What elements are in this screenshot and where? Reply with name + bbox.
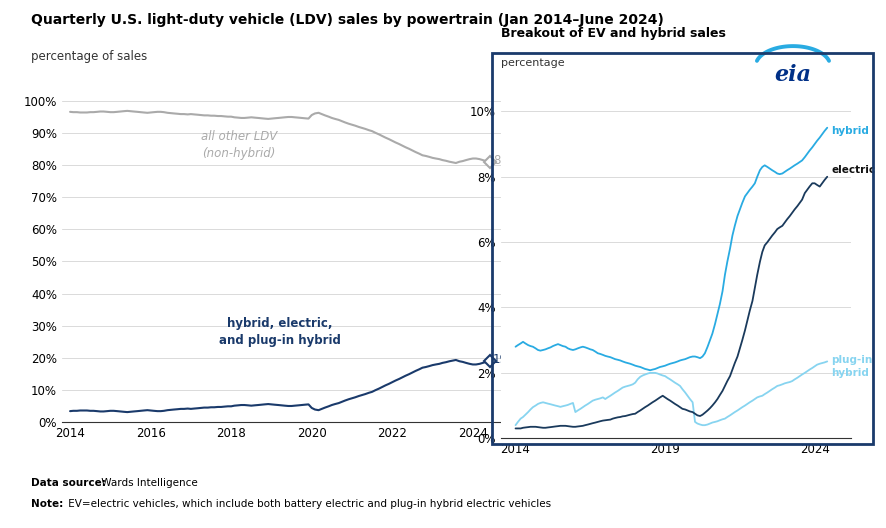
Text: 19%: 19% xyxy=(493,353,519,366)
Text: all other LDV
(non-hybrid): all other LDV (non-hybrid) xyxy=(201,129,277,159)
Text: EV=electric vehicles, which include both battery electric and plug-in hybrid ele: EV=electric vehicles, which include both… xyxy=(65,499,551,509)
Text: percentage of sales: percentage of sales xyxy=(31,50,147,63)
Text: Quarterly U.S. light-duty vehicle (LDV) sales by powertrain (Jan 2014–June 2024): Quarterly U.S. light-duty vehicle (LDV) … xyxy=(31,13,664,27)
Text: hybrid, electric,
and plug-in hybrid: hybrid, electric, and plug-in hybrid xyxy=(219,317,340,347)
Text: Wards Intelligence: Wards Intelligence xyxy=(98,478,198,488)
Text: percentage: percentage xyxy=(501,58,564,68)
Text: plug-in
hybrid: plug-in hybrid xyxy=(831,355,873,378)
Text: Breakout of EV and hybrid sales: Breakout of EV and hybrid sales xyxy=(501,27,726,40)
Text: electric: electric xyxy=(831,165,875,175)
Text: Note:: Note: xyxy=(31,499,63,509)
Text: eia: eia xyxy=(774,64,812,87)
Text: 81%: 81% xyxy=(493,154,519,167)
Text: Data source:: Data source: xyxy=(31,478,106,488)
Text: hybrid: hybrid xyxy=(831,126,869,136)
